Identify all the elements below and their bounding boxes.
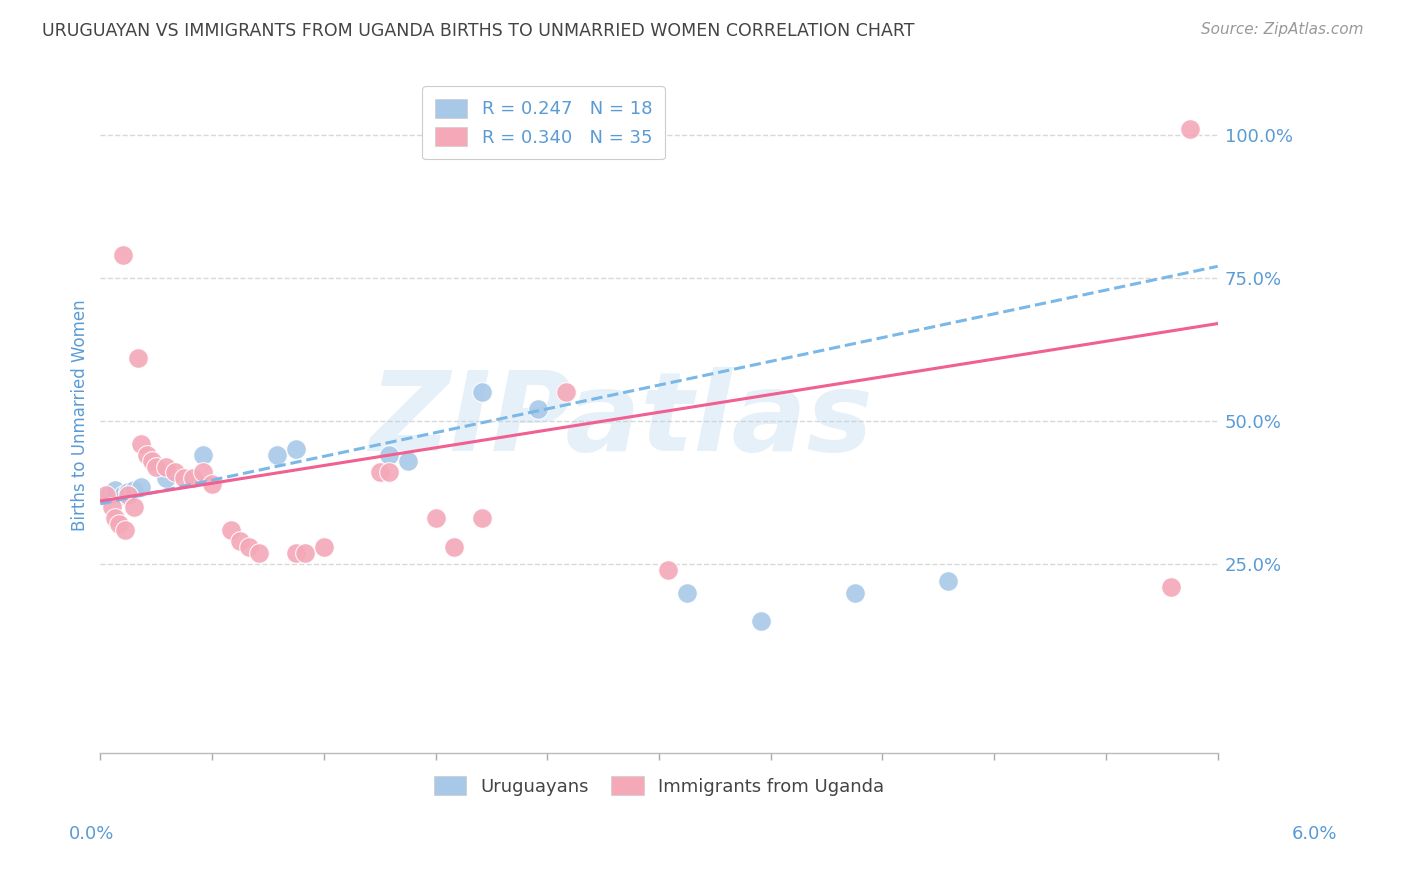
Point (471, 511, 494, 525)
Point (676, 585, 699, 599)
Point (155, 459, 177, 474)
Point (111, 248, 134, 262)
Point (443, 540, 465, 554)
Point (111, 488, 134, 502)
Point (201, 476, 224, 491)
Point (936, 574, 959, 588)
Point (117, 485, 139, 500)
Y-axis label: Births to Unmarried Women: Births to Unmarried Women (72, 300, 89, 531)
Point (527, 402, 550, 417)
Point (114, 523, 136, 537)
Point (378, 466, 401, 480)
Point (1178, 122, 1201, 136)
Point (657, 563, 679, 577)
Legend: Uruguayans, Immigrants from Uganda: Uruguayans, Immigrants from Uganda (425, 767, 893, 805)
Point (104, 511, 127, 525)
Point (294, 545, 316, 559)
Point (173, 471, 195, 485)
Point (284, 442, 307, 457)
Point (98, 488, 121, 502)
Text: URUGUAYAN VS IMMIGRANTS FROM UGANDA BIRTHS TO UNMARRIED WOMEN CORRELATION CHART: URUGUAYAN VS IMMIGRANTS FROM UGANDA BIRT… (42, 22, 915, 40)
Point (117, 488, 139, 502)
Text: ZIPatlas: ZIPatlas (370, 368, 873, 475)
Point (155, 471, 177, 485)
Point (135, 448, 157, 462)
Text: 0.0%: 0.0% (69, 825, 114, 843)
Point (131, 436, 153, 450)
Point (247, 545, 270, 559)
Point (266, 448, 288, 462)
Point (751, 614, 773, 628)
Point (145, 459, 167, 474)
Point (131, 480, 153, 494)
Point (284, 545, 307, 559)
Point (219, 523, 242, 537)
Point (425, 511, 447, 525)
Point (396, 454, 419, 468)
Point (191, 466, 214, 480)
Point (104, 483, 127, 497)
Point (229, 534, 252, 549)
Text: Source: ZipAtlas.com: Source: ZipAtlas.com (1201, 22, 1364, 37)
Point (844, 585, 866, 599)
Point (94, 488, 117, 502)
Point (191, 448, 214, 462)
Point (100, 500, 122, 514)
Point (183, 471, 205, 485)
Point (368, 466, 391, 480)
Point (238, 540, 260, 554)
Point (163, 466, 186, 480)
Point (122, 500, 145, 514)
Point (471, 385, 494, 400)
Point (378, 448, 401, 462)
Point (554, 385, 576, 400)
Point (108, 516, 131, 531)
Text: 6.0%: 6.0% (1292, 825, 1337, 843)
Point (1160, 580, 1182, 594)
Point (122, 483, 145, 497)
Point (312, 540, 335, 554)
Point (141, 454, 163, 468)
Point (127, 351, 149, 365)
